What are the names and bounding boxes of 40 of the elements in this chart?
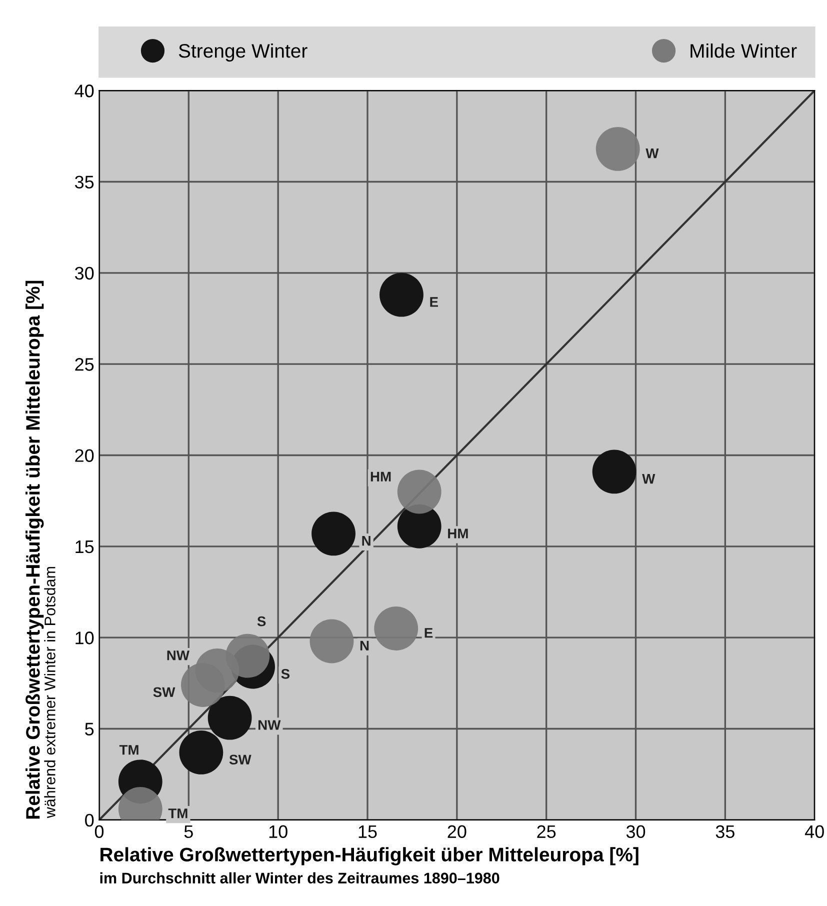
y-tick-label: 5 — [85, 722, 94, 736]
x-tick-label: 15 — [358, 825, 377, 838]
annotation: E — [430, 297, 438, 307]
y-tick-label: 35 — [74, 176, 94, 188]
annotation: TM — [168, 808, 188, 818]
x-tick-label: 40 — [804, 825, 824, 838]
y-tick-label: 20 — [75, 449, 94, 462]
text: während extremer Winter in Potsdam — [44, 566, 56, 818]
x-tick-label: 25 — [537, 825, 556, 838]
y-tick-label: 25 — [75, 358, 94, 371]
y-axis-title: Relative Großwettertypen-Häufigkeit über Mitteleuropa [%] — [26, 280, 44, 819]
legend-label: Strenge Winter — [178, 43, 308, 62]
y-tick-label: 0 — [85, 814, 94, 827]
x-tick-label: 10 — [269, 825, 288, 838]
annotation: TM — [119, 745, 138, 755]
annotation: S — [257, 616, 266, 626]
x-tick-label: 30 — [626, 825, 646, 838]
y-tick-label: 40 — [74, 84, 94, 98]
annotation: NW — [258, 720, 281, 730]
y-tick-label: 10 — [76, 632, 94, 644]
y-tick-label: 30 — [74, 266, 94, 280]
x-tick-label: 0 — [94, 825, 104, 838]
annotation: NW — [167, 650, 190, 660]
x-tick-label: 20 — [448, 825, 466, 838]
y-tick-label: 15 — [76, 540, 94, 554]
annotation: N — [360, 640, 369, 650]
annotation: SW — [153, 687, 176, 698]
annotation: S — [281, 668, 290, 679]
x-axis-title: Relative Großwettertypen-Häufigkeit über Mitteleuropa [%] — [100, 847, 638, 866]
annotation: W — [646, 148, 659, 158]
text: im Durchschnitt aller Winter des Zeitraumes 1890–1980 — [100, 872, 500, 884]
annotation: E — [424, 628, 433, 638]
x-tick-label: 5 — [184, 825, 193, 838]
annotation: N — [362, 536, 370, 546]
x-tick-label: 35 — [716, 825, 734, 838]
annotation: HM — [448, 528, 468, 538]
annotation: SW — [229, 754, 252, 765]
legend-label: Milde Winter — [690, 43, 797, 58]
annotation: W — [642, 474, 656, 484]
annotation: HM — [370, 472, 391, 482]
